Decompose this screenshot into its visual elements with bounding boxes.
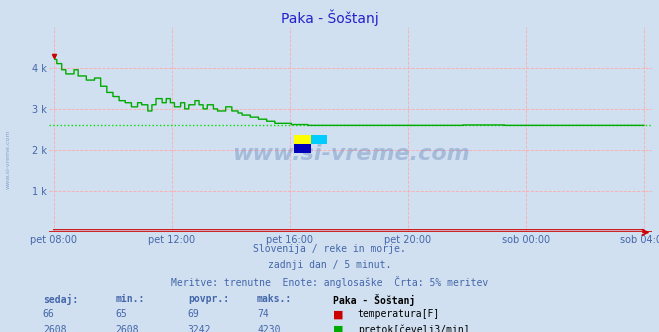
Text: www.si-vreme.com: www.si-vreme.com (232, 144, 470, 164)
Text: 74: 74 (257, 309, 269, 319)
Text: temperatura[F]: temperatura[F] (358, 309, 440, 319)
Text: www.si-vreme.com: www.si-vreme.com (5, 129, 11, 189)
Text: sedaj:: sedaj: (43, 294, 78, 305)
Text: 2608: 2608 (43, 325, 67, 332)
Bar (294, 144, 310, 153)
Text: min.:: min.: (115, 294, 145, 304)
Text: Paka - Šoštanj: Paka - Šoštanj (333, 294, 415, 306)
Text: zadnji dan / 5 minut.: zadnji dan / 5 minut. (268, 260, 391, 270)
Text: Meritve: trenutne  Enote: anglosaške  Črta: 5% meritev: Meritve: trenutne Enote: anglosaške Črta… (171, 276, 488, 288)
Text: ■: ■ (333, 309, 343, 319)
Text: 3242: 3242 (188, 325, 212, 332)
Bar (310, 135, 328, 144)
Text: povpr.:: povpr.: (188, 294, 229, 304)
Text: 4230: 4230 (257, 325, 281, 332)
Text: pretok[čevelj3/min]: pretok[čevelj3/min] (358, 325, 469, 332)
Text: Slovenija / reke in morje.: Slovenija / reke in morje. (253, 244, 406, 254)
Text: 65: 65 (115, 309, 127, 319)
Text: 69: 69 (188, 309, 200, 319)
Text: maks.:: maks.: (257, 294, 292, 304)
Text: 66: 66 (43, 309, 55, 319)
Text: Paka - Šoštanj: Paka - Šoštanj (281, 10, 378, 27)
Text: ■: ■ (333, 325, 343, 332)
Bar (294, 135, 310, 144)
Text: 2608: 2608 (115, 325, 139, 332)
